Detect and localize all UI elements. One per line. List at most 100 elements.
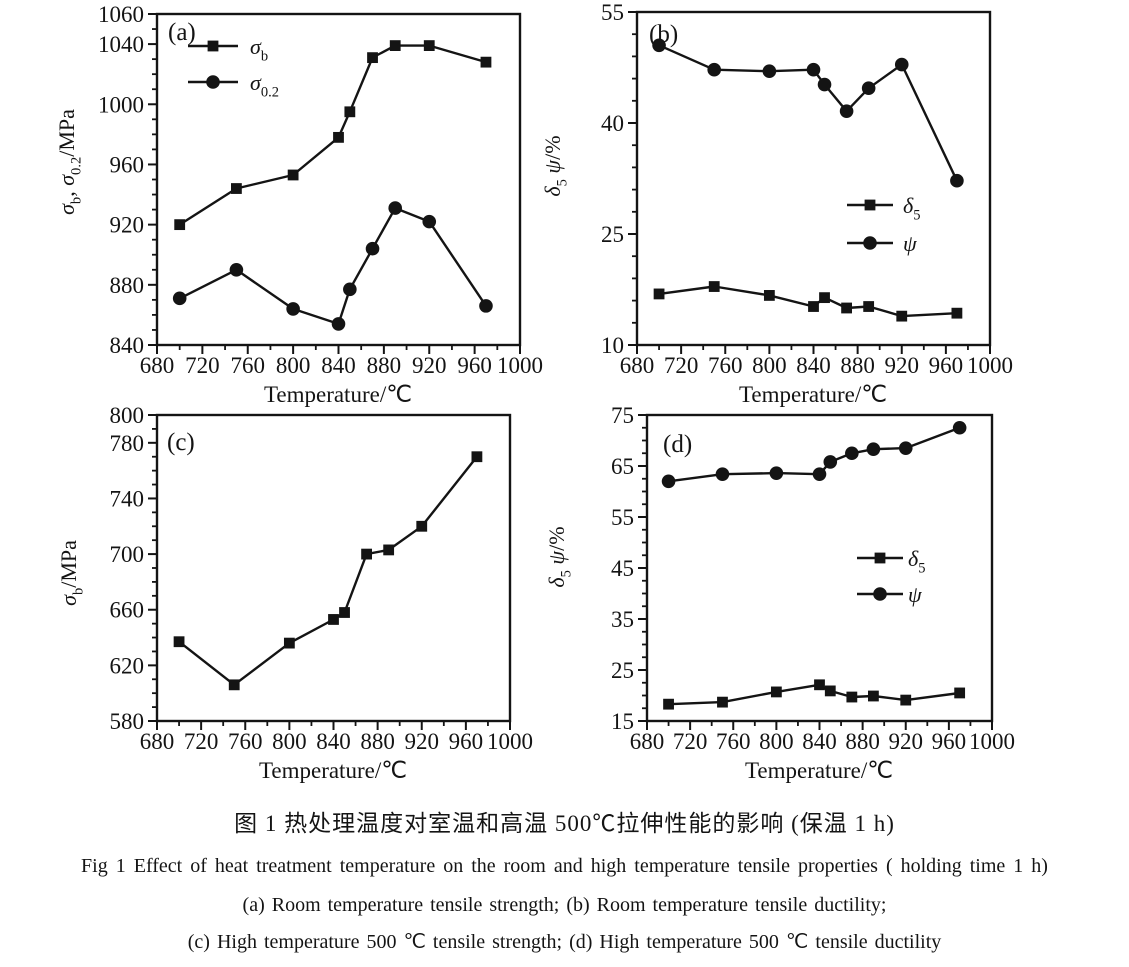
x-tick-label: 960 — [449, 729, 484, 754]
y-tick-label: 660 — [110, 598, 145, 623]
marker-square-icon — [333, 131, 344, 143]
x-tick-label: 880 — [360, 729, 395, 754]
y-tick-label: 55 — [611, 505, 634, 530]
x-tick-label: 680 — [630, 729, 665, 754]
y-tick-label: 45 — [611, 556, 634, 581]
marker-circle-icon — [707, 62, 722, 77]
y-tick-label: 65 — [611, 454, 634, 479]
y-tick-label: 800 — [110, 403, 145, 428]
legend: σb σ0.2 — [188, 34, 279, 101]
panel-label: (b) — [649, 21, 678, 48]
y-axis-title: δ5 ψ/% — [544, 526, 575, 587]
marker-square-icon — [653, 288, 665, 300]
y-tick-label: 10 — [601, 333, 624, 358]
marker-square-icon — [708, 281, 720, 292]
marker-circle-icon — [866, 442, 881, 456]
marker-circle-icon — [952, 420, 967, 435]
marker-square-icon — [471, 451, 483, 463]
marker-circle-icon — [365, 241, 380, 256]
x-tick-label: 800 — [272, 729, 307, 754]
y-tick-label: 740 — [110, 486, 145, 511]
y-tick-label: 40 — [601, 111, 624, 136]
marker-circle-icon — [762, 64, 777, 78]
x-tick-label: 760 — [231, 353, 266, 378]
marker-square-icon — [383, 544, 395, 556]
x-tick-label: 1000 — [497, 353, 543, 378]
marker-circle-icon — [661, 474, 676, 489]
x-tick-label: 680 — [140, 729, 175, 754]
x-tick-label: 1000 — [969, 729, 1015, 754]
y-tick-label: 840 — [110, 333, 145, 358]
marker-circle-icon — [172, 291, 187, 306]
x-tick-label: 760 — [716, 729, 751, 754]
y-tick-label: 580 — [110, 709, 145, 734]
x-tick-label: 840 — [796, 353, 831, 378]
marker-circle-icon — [479, 299, 493, 313]
plot-border — [155, 413, 512, 723]
marker-circle-icon — [652, 38, 666, 53]
y-tick-label: 25 — [601, 222, 624, 247]
marker-circle-icon — [715, 467, 730, 481]
x-tick-label: 1000 — [487, 729, 533, 754]
marker-square-icon — [174, 219, 186, 231]
marker-square-icon — [173, 636, 185, 648]
x-tick-label: 880 — [367, 353, 402, 378]
y-tick-label: 920 — [110, 213, 145, 238]
y-tick-label: 25 — [611, 658, 634, 683]
x-axis-title: Temperature/℃ — [259, 758, 407, 783]
marker-circle-icon — [845, 446, 859, 461]
y-tick-label: 1000 — [98, 92, 144, 117]
plot-border — [155, 12, 522, 347]
series-line-delta-5 — [658, 285, 957, 318]
marker-square-icon — [951, 307, 963, 319]
y-axis-title: σb, σ0.2/MPa — [54, 109, 85, 215]
marker-square-icon — [663, 698, 674, 710]
marker-circle-icon — [950, 173, 964, 188]
marker-square-icon — [228, 679, 240, 691]
x-tick-label: 960 — [457, 353, 492, 378]
marker-circle-icon — [331, 317, 346, 331]
charts-canvas: 680 720 760 800 840 880 920 960 1000840880920960… — [54, 0, 1015, 783]
marker-square-icon — [231, 183, 242, 194]
x-tick-label: 720 — [664, 353, 699, 378]
marker-circle-icon — [898, 441, 913, 455]
marker-square-icon — [367, 52, 378, 64]
legend-label-delta-5: δ5 — [908, 546, 926, 577]
y-tick-label: 880 — [110, 273, 145, 298]
x-tick-label: 840 — [316, 729, 351, 754]
plot-border — [645, 413, 994, 723]
x-tick-label: 720 — [673, 729, 708, 754]
chart-panel-b: 680 720 760 800 840 880 920 960 1000 10 25 40 55 (b) T… — [540, 0, 1013, 407]
panel-label: (a) — [168, 19, 196, 46]
marker-square-icon — [344, 106, 356, 118]
marker-circle-icon — [823, 455, 838, 469]
y-tick-label: 1060 — [98, 2, 144, 27]
marker-circle-icon — [806, 62, 821, 77]
marker-circle-icon — [839, 104, 854, 118]
marker-circle-icon — [812, 467, 827, 481]
marker-circle-icon — [343, 282, 357, 297]
marker-circle-icon — [894, 57, 909, 72]
legend-label-delta-5: δ5 — [903, 193, 921, 224]
y-axis-title: σb/MPa — [56, 540, 87, 606]
y-tick-label: 55 — [601, 0, 624, 25]
x-tick-label: 880 — [845, 729, 880, 754]
x-axis-title: Temperature/℃ — [745, 758, 893, 783]
chart-panel-d: 680 720 760 800 840 880 920 960 1000 15 25 35 45 55 65… — [544, 403, 1015, 783]
marker-square-icon — [416, 520, 428, 532]
x-tick-label: 920 — [412, 353, 447, 378]
x-tick-label: 920 — [405, 729, 440, 754]
x-tick-label: 720 — [185, 353, 220, 378]
marker-circle-icon — [863, 236, 877, 250]
legend-label-psi: ψ — [908, 582, 922, 607]
legend: δ5 ψ — [847, 193, 921, 256]
x-tick-label: 720 — [184, 729, 219, 754]
x-tick-label: 880 — [840, 353, 875, 378]
marker-square-icon — [874, 552, 886, 564]
x-tick-label: 840 — [321, 353, 356, 378]
x-tick-label: 800 — [759, 729, 794, 754]
caption-subline-cd: (c) High temperature 500 ℃ tensile stren… — [187, 931, 942, 953]
marker-square-icon — [824, 685, 836, 697]
y-tick-label: 35 — [611, 607, 634, 632]
